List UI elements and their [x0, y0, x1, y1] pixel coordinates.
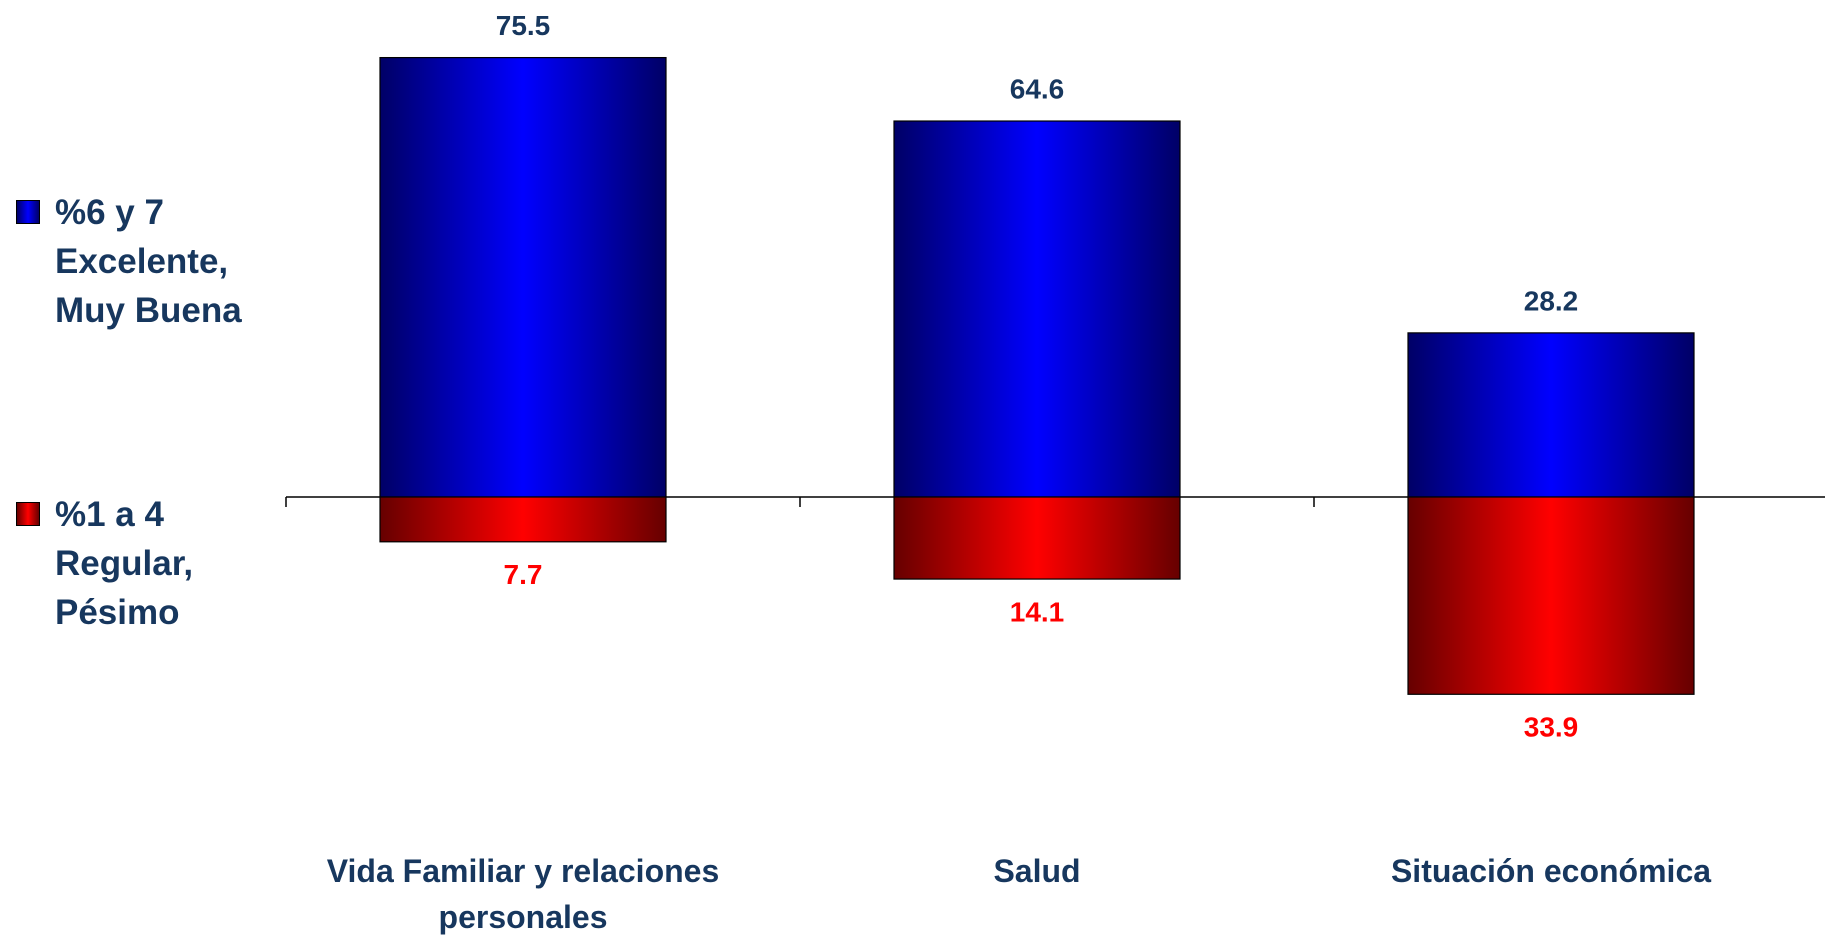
legend-label: %1 a 4 Regular, Pésimo: [55, 495, 194, 632]
x-tick-label: Salud: [993, 853, 1081, 889]
value-label: 75.5: [496, 10, 551, 41]
legend-label: %6 y 7 Excelente, Muy Buena: [55, 193, 242, 330]
bar: [379, 56, 667, 498]
value-label: 33.9: [1524, 712, 1579, 743]
bar: [379, 496, 667, 543]
value-label: 7.7: [504, 559, 543, 590]
bar: [1407, 496, 1695, 695]
bar: [893, 496, 1181, 580]
x-tick-label: Situación económica: [1390, 853, 1712, 889]
legend-swatch: [16, 502, 40, 526]
legend-swatch: [16, 200, 40, 224]
value-label: 64.6: [1010, 73, 1065, 104]
bar: [1407, 332, 1695, 498]
x-tick-label: Vida Familiar y relaciones personales: [326, 853, 720, 935]
value-label: 14.1: [1010, 596, 1065, 627]
value-label: 28.2: [1524, 285, 1579, 316]
bar: [893, 120, 1181, 498]
